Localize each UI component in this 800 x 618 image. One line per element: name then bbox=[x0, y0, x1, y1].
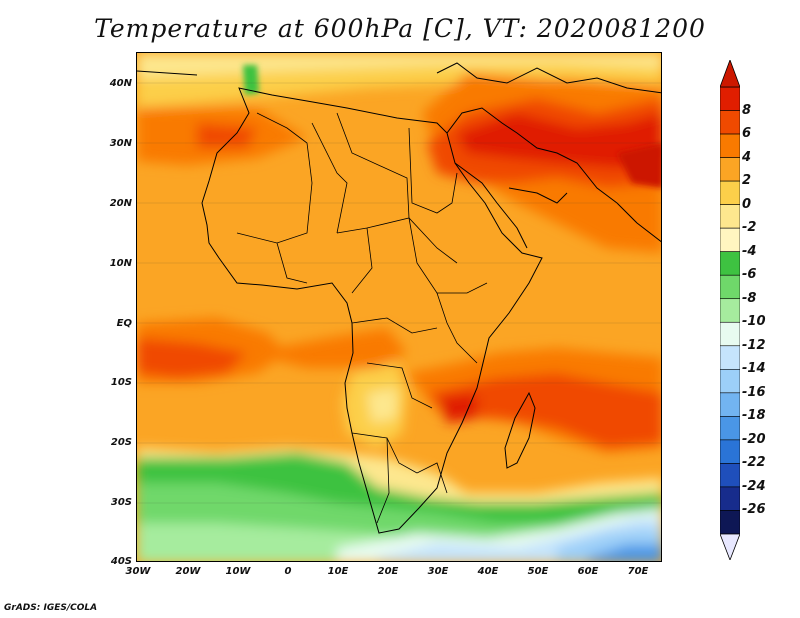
lat-label-10n: 10N bbox=[109, 258, 132, 269]
colorbar-cell bbox=[720, 510, 740, 535]
colorbar-label-6: 6 bbox=[742, 126, 752, 142]
map-plot-area bbox=[136, 52, 662, 562]
map-title: Temperature at 600hPa [C], VT: 202008120… bbox=[94, 14, 706, 43]
colorbar-label-8: 8 bbox=[742, 102, 752, 118]
colorbar-cell bbox=[720, 204, 740, 229]
lon-label-60e: 60E bbox=[577, 566, 599, 577]
colorbar-label-neg2: -2 bbox=[742, 220, 757, 236]
lon-label-10w: 10W bbox=[225, 566, 251, 577]
lat-label-eq: EQ bbox=[116, 318, 132, 329]
lon-label-10e: 10E bbox=[327, 566, 349, 577]
country-borders bbox=[236, 112, 488, 524]
lon-label-0: 0 bbox=[284, 566, 292, 577]
temperature-colorbar bbox=[720, 60, 740, 560]
coastlines bbox=[137, 62, 661, 534]
grads-credit: GrADS: IGES/COLA bbox=[4, 603, 98, 613]
lat-label-20s: 20S bbox=[110, 437, 132, 448]
colorbar-cell bbox=[720, 157, 740, 182]
colorbar-cells bbox=[720, 86, 740, 535]
colorbar-cell bbox=[720, 133, 740, 158]
lat-label-40n: 40N bbox=[109, 78, 132, 89]
colorbar-cell bbox=[720, 180, 740, 205]
colorbar-label-neg20: -20 bbox=[742, 431, 766, 447]
lon-label-30w: 30W bbox=[125, 566, 151, 577]
lat-label-30s: 30S bbox=[110, 497, 132, 508]
colorbar-label-2: 2 bbox=[742, 173, 752, 189]
colorbar-label-0: 0 bbox=[742, 196, 752, 212]
colorbar-label-neg14: -14 bbox=[742, 361, 766, 377]
grid-lines bbox=[137, 82, 661, 504]
colorbar-label-neg4: -4 bbox=[742, 243, 757, 259]
colorbar-cell bbox=[720, 486, 740, 511]
colorbar-label-4: 4 bbox=[742, 149, 752, 165]
lon-label-50e: 50E bbox=[527, 566, 549, 577]
lat-label-20n: 20N bbox=[109, 198, 132, 209]
colorbar-cell bbox=[720, 110, 740, 135]
colorbar-cell bbox=[720, 416, 740, 441]
colorbar-label-neg16: -16 bbox=[742, 384, 766, 400]
colorbar-cell bbox=[720, 345, 740, 370]
lon-label-70e: 70E bbox=[627, 566, 649, 577]
colorbar-top-arrow bbox=[720, 60, 740, 88]
colorbar-label-neg26: -26 bbox=[742, 502, 766, 518]
colorbar-cell bbox=[720, 298, 740, 323]
colorbar-cell bbox=[720, 369, 740, 394]
colorbar-label-neg12: -12 bbox=[742, 337, 766, 353]
colorbar-label-neg10: -10 bbox=[742, 314, 766, 330]
colorbar-cell bbox=[720, 251, 740, 276]
colorbar-cell bbox=[720, 86, 740, 111]
colorbar-label-neg24: -24 bbox=[742, 478, 766, 494]
colorbar-cell bbox=[720, 392, 740, 417]
colorbar-cell bbox=[720, 227, 740, 252]
colorbar-label-neg6: -6 bbox=[742, 267, 757, 283]
colorbar-label-neg8: -8 bbox=[742, 290, 757, 306]
colorbar-cell bbox=[720, 321, 740, 347]
lat-label-10s: 10S bbox=[110, 377, 132, 388]
temperature-map bbox=[137, 53, 661, 561]
colorbar-cell bbox=[720, 274, 740, 300]
lon-label-40e: 40E bbox=[477, 566, 499, 577]
lon-label-30e: 30E bbox=[427, 566, 449, 577]
colorbar-bottom-arrow bbox=[720, 533, 740, 560]
colorbar-cell bbox=[720, 463, 740, 488]
colorbar-label-neg18: -18 bbox=[742, 408, 766, 424]
lat-label-40s: 40S bbox=[110, 556, 132, 567]
lat-label-30n: 30N bbox=[109, 138, 132, 149]
colorbar-cell bbox=[720, 439, 740, 464]
lon-label-20w: 20W bbox=[175, 566, 201, 577]
colorbar-label-neg22: -22 bbox=[742, 455, 766, 471]
lon-label-20e: 20E bbox=[377, 566, 399, 577]
temperature-details bbox=[243, 65, 661, 188]
